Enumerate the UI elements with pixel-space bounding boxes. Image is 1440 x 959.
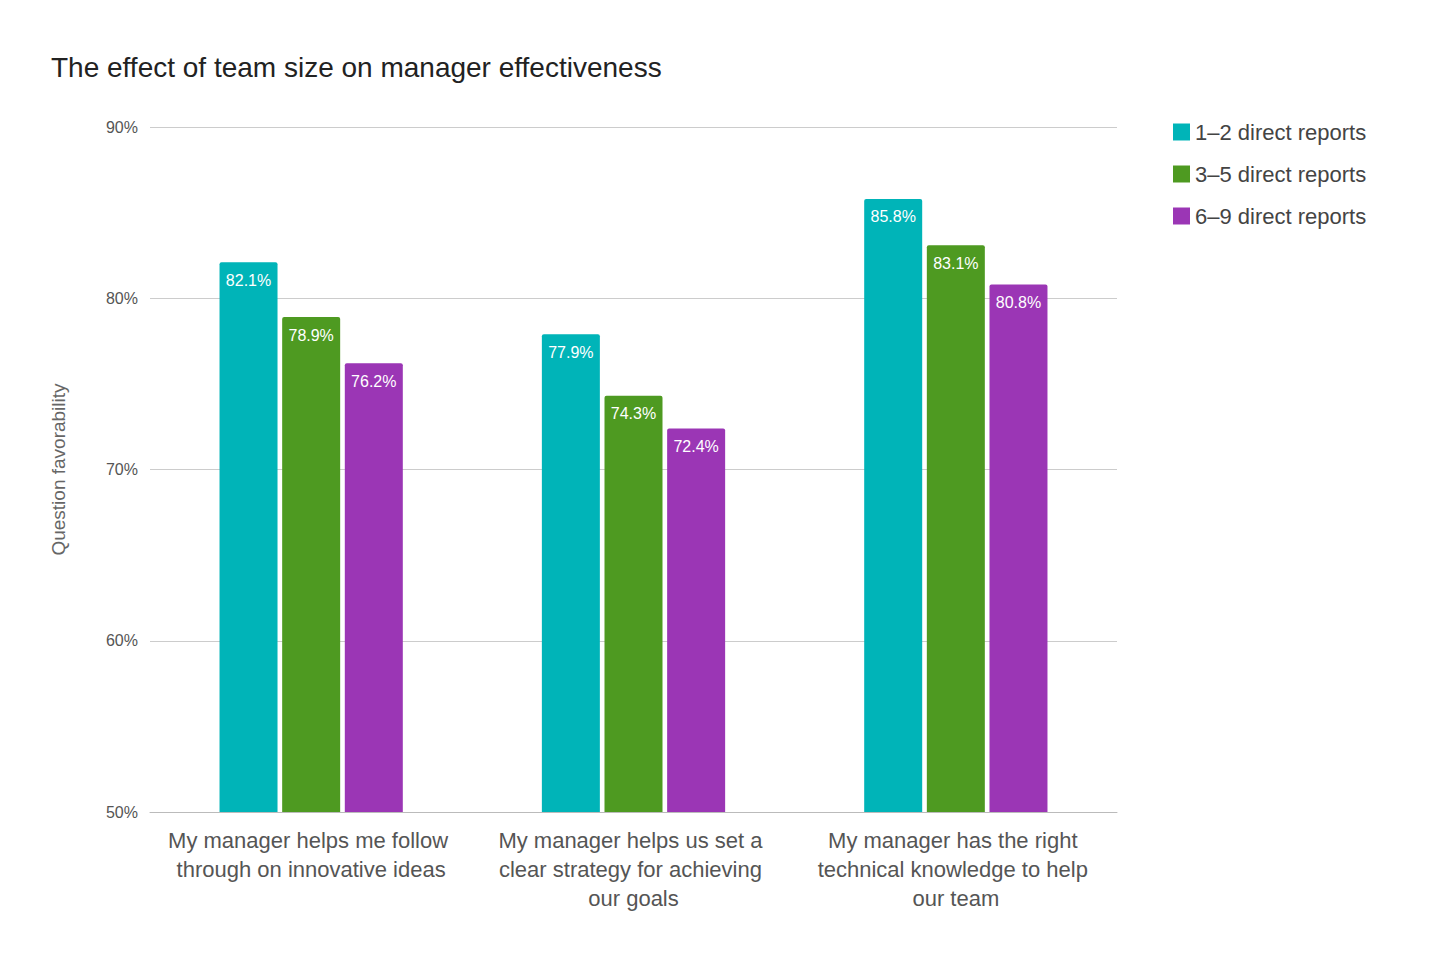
svg-text:My manager helps me follow: My manager helps me follow — [168, 828, 454, 853]
svg-text:50%: 50% — [106, 804, 138, 821]
svg-text:76.2%: 76.2% — [351, 373, 396, 390]
svg-text:80.8%: 80.8% — [996, 294, 1041, 311]
svg-text:60%: 60% — [106, 632, 138, 649]
svg-text:1–2 direct reports: 1–2 direct reports — [1195, 120, 1366, 145]
svg-text:through on innovative ideas: through on innovative ideas — [177, 857, 446, 882]
svg-text:90%: 90% — [106, 119, 138, 136]
svg-text:78.9%: 78.9% — [288, 327, 333, 344]
svg-text:80%: 80% — [106, 290, 138, 307]
svg-text:72.4%: 72.4% — [673, 438, 718, 455]
svg-text:6–9 direct reports: 6–9 direct reports — [1195, 204, 1366, 229]
svg-text:83.1%: 83.1% — [933, 255, 978, 272]
svg-text:77.9%: 77.9% — [548, 344, 593, 361]
svg-text:technical knowledge to help: technical knowledge to help — [818, 857, 1094, 882]
svg-text:My manager has the right: My manager has the right — [828, 828, 1084, 853]
svg-text:Question favorability: Question favorability — [48, 383, 69, 556]
svg-text:My manager helps us set a: My manager helps us set a — [498, 828, 768, 853]
svg-text:82.1%: 82.1% — [226, 272, 271, 289]
svg-text:85.8%: 85.8% — [871, 208, 916, 225]
svg-text:The effect of team size on man: The effect of team size on manager effec… — [51, 52, 662, 83]
svg-text:our team: our team — [912, 886, 999, 911]
svg-text:70%: 70% — [106, 461, 138, 478]
svg-text:clear strategy for achieving: clear strategy for achieving — [499, 857, 768, 882]
svg-text:our goals: our goals — [588, 886, 679, 911]
svg-text:74.3%: 74.3% — [611, 405, 656, 422]
svg-text:3–5 direct reports: 3–5 direct reports — [1195, 162, 1366, 187]
